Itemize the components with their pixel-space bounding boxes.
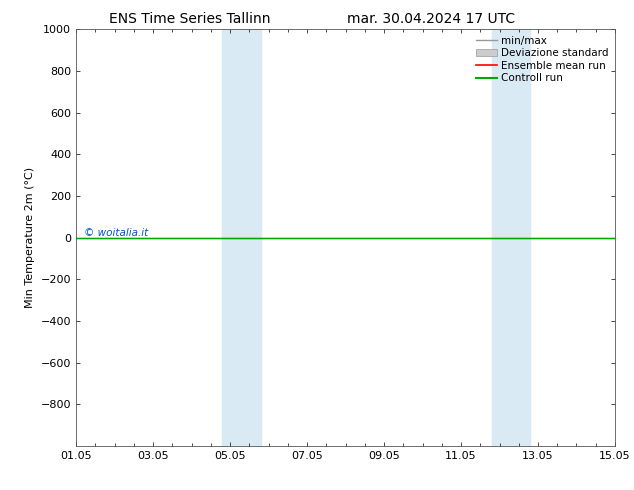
Bar (492, 29, 511, 446)
Y-axis label: Min Temperature 2m (°C): Min Temperature 2m (°C) (25, 167, 35, 308)
Bar (511, 29, 530, 446)
Text: © woitalia.it: © woitalia.it (84, 227, 148, 238)
Text: ENS Time Series Tallinn: ENS Time Series Tallinn (110, 12, 271, 26)
Text: mar. 30.04.2024 17 UTC: mar. 30.04.2024 17 UTC (347, 12, 515, 26)
Legend: min/max, Deviazione standard, Ensemble mean run, Controll run: min/max, Deviazione standard, Ensemble m… (472, 31, 613, 88)
Bar (242, 29, 261, 446)
Bar (223, 29, 242, 446)
